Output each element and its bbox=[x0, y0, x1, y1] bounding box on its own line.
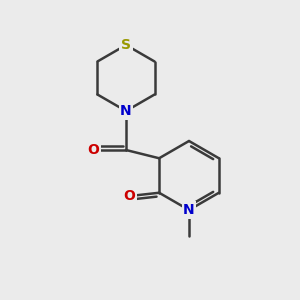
Text: O: O bbox=[123, 189, 135, 203]
Text: O: O bbox=[87, 143, 99, 157]
Text: N: N bbox=[120, 104, 132, 118]
Text: N: N bbox=[183, 203, 195, 217]
Text: S: S bbox=[121, 38, 131, 52]
